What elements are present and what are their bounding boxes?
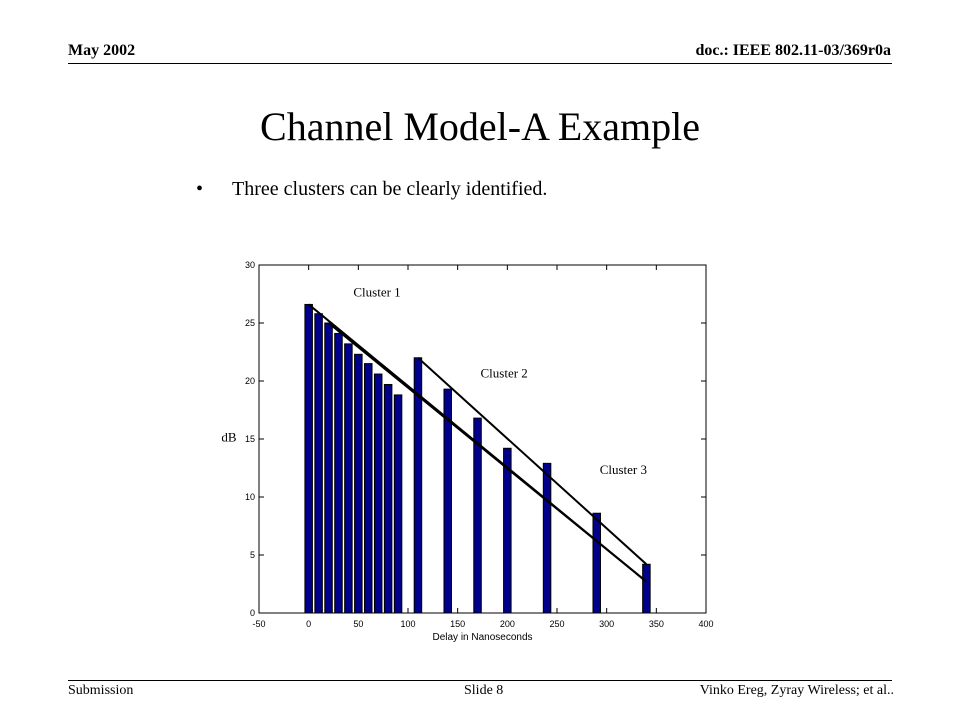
x-tick-label: 50 (353, 619, 363, 629)
bar (473, 417, 482, 614)
bar (383, 383, 393, 614)
cluster-decay-line (327, 322, 648, 583)
x-tick-label: 0 (306, 619, 311, 629)
y-tick-label: 5 (250, 550, 255, 560)
footer-rule (68, 680, 892, 681)
bar (344, 343, 353, 614)
x-tick-label: -50 (252, 619, 265, 629)
bar (642, 563, 651, 614)
slide-title: Channel Model-A Example (260, 104, 700, 149)
y-tick-label: 15 (245, 434, 255, 444)
bar (443, 388, 452, 614)
bullet-marker: • (196, 178, 204, 200)
x-tick-label: 200 (500, 619, 515, 629)
header-doc-id: doc.: IEEE 802.11-03/369r0a (695, 42, 891, 59)
y-tick-label: 10 (245, 492, 255, 502)
y-tick-label: 20 (245, 376, 255, 386)
bar (354, 353, 363, 614)
bar (542, 462, 552, 614)
plot-frame (258, 264, 707, 614)
header-rule (68, 63, 892, 64)
x-tick-label: 300 (599, 619, 614, 629)
cluster-label: Cluster 2 (481, 366, 528, 381)
bar (364, 363, 373, 614)
header-date: May 2002 (68, 42, 136, 59)
bar (314, 313, 323, 614)
x-tick-label: 350 (649, 619, 664, 629)
cluster-label: Cluster 3 (600, 462, 647, 477)
x-tick-label: 100 (400, 619, 415, 629)
x-tick-label: 150 (450, 619, 465, 629)
cluster-label: Cluster 1 (353, 284, 400, 299)
x-axis-label: Delay in Nanoseconds (432, 632, 532, 643)
bullet-point: • Three clusters can be clearly identifie… (196, 178, 547, 201)
y-axis-label: dB (221, 429, 237, 444)
bar (503, 447, 512, 614)
y-tick-label: 30 (245, 260, 255, 270)
y-tick-label: 25 (245, 318, 255, 328)
bar (373, 373, 383, 614)
x-tick-label: 250 (549, 619, 564, 629)
y-tick-label: 0 (250, 608, 255, 618)
x-tick-label: 400 (698, 619, 713, 629)
footer-slide-number: Slide 8 (464, 683, 504, 698)
bar (334, 332, 343, 614)
bullet-text: Three clusters can be clearly identified… (232, 178, 548, 200)
bar (304, 303, 313, 614)
footer-submission: Submission (68, 683, 134, 698)
bar (592, 512, 601, 614)
bar (324, 322, 333, 614)
footer-authors: Vinko Ereg, Zyray Wireless; et al.. (699, 683, 894, 698)
bar (393, 394, 403, 614)
cluster-decay-line (417, 357, 648, 566)
